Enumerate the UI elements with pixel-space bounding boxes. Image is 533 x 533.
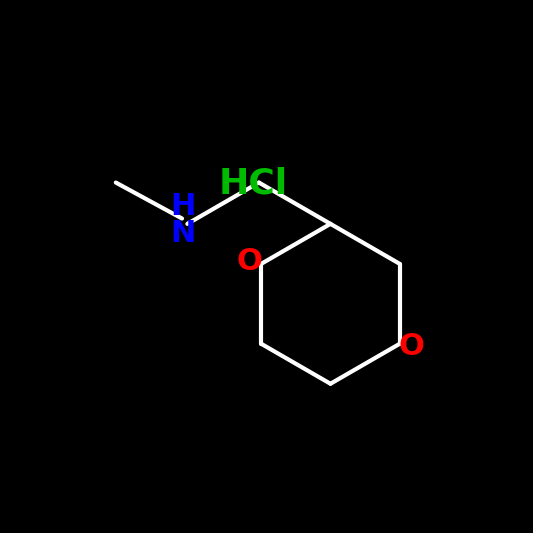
Text: O: O xyxy=(237,247,262,276)
Text: H: H xyxy=(171,192,196,221)
Text: HCl: HCl xyxy=(219,167,288,201)
Text: O: O xyxy=(399,332,424,361)
Text: N: N xyxy=(171,219,196,248)
